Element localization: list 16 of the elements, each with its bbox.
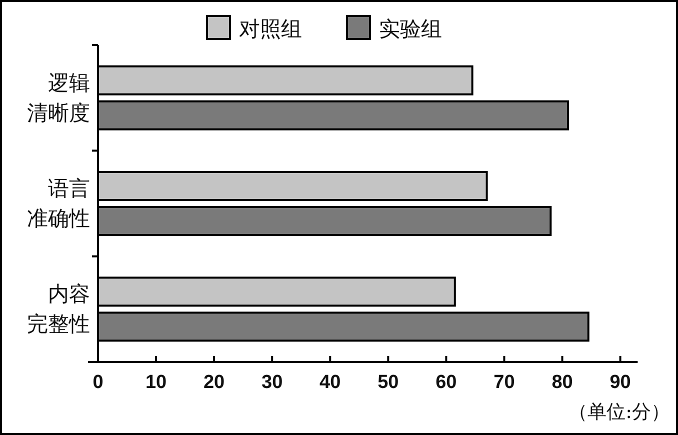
y-tick-label: 逻辑清晰度 xyxy=(27,70,90,125)
x-tick-label: 80 xyxy=(552,372,573,393)
x-tick-label: 20 xyxy=(203,372,225,393)
x-tick-label: 0 xyxy=(92,372,104,393)
text: （单位:分） xyxy=(568,401,670,423)
x-tick-label: 50 xyxy=(378,372,399,393)
x-tick-label: 70 xyxy=(494,372,515,393)
x-tick-label: 40 xyxy=(320,372,341,393)
x-tick-label: 90 xyxy=(610,372,631,393)
x-tick-label: 30 xyxy=(262,372,283,393)
x-tick-label: 10 xyxy=(145,372,167,393)
y-tick-label: 语言准确性 xyxy=(27,176,90,230)
x-tick-label: 60 xyxy=(436,372,457,393)
legend-label: 实验组 xyxy=(379,17,442,41)
y-tick-label: 内容完整性 xyxy=(27,282,90,336)
legend-label: 对照组 xyxy=(239,17,302,41)
